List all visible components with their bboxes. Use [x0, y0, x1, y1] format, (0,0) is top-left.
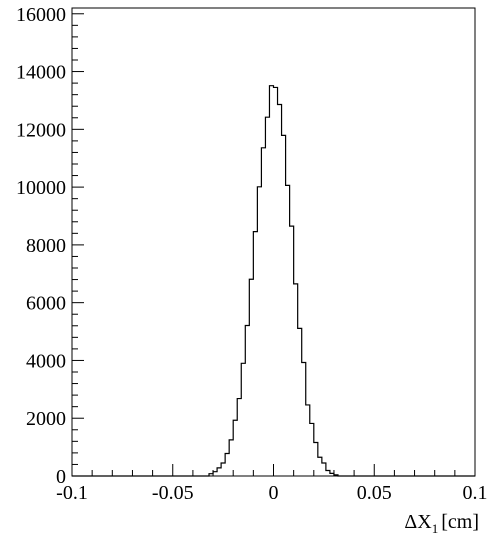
x-tick-label: 0.1 — [463, 482, 488, 504]
x-axis-title-unit: [cm] — [441, 511, 479, 533]
y-tick-label: 6000 — [26, 293, 66, 315]
histogram-outline — [72, 85, 475, 477]
plot-frame — [71, 7, 476, 477]
y-tick-label: 8000 — [26, 235, 66, 257]
y-tick-labels: 0 2000 4000 6000 8000 10000 12000 14000 16000 — [16, 4, 66, 488]
x-tick-label: -0.05 — [152, 482, 194, 504]
axis-ticks — [71, 13, 476, 477]
x-axis-title-main: ΔX — [404, 511, 432, 533]
y-tick-label: 14000 — [16, 62, 66, 84]
y-tick-label: 4000 — [26, 350, 66, 372]
y-tick-label: 10000 — [16, 177, 66, 199]
x-axis-title: ΔX1 [cm] — [404, 511, 479, 536]
x-axis-title-subscript: 1 — [432, 521, 439, 536]
x-tick-label: 0 — [269, 482, 279, 504]
y-tick-label: 16000 — [16, 4, 66, 26]
y-tick-label: 2000 — [26, 408, 66, 430]
x-tick-label: 0.05 — [357, 482, 392, 504]
y-tick-label: 12000 — [16, 119, 66, 141]
x-tick-labels: -0.1 -0.05 0 0.05 0.1 — [56, 482, 487, 504]
x-tick-label: -0.1 — [56, 482, 88, 504]
y-tick-label: 0 — [56, 466, 66, 488]
